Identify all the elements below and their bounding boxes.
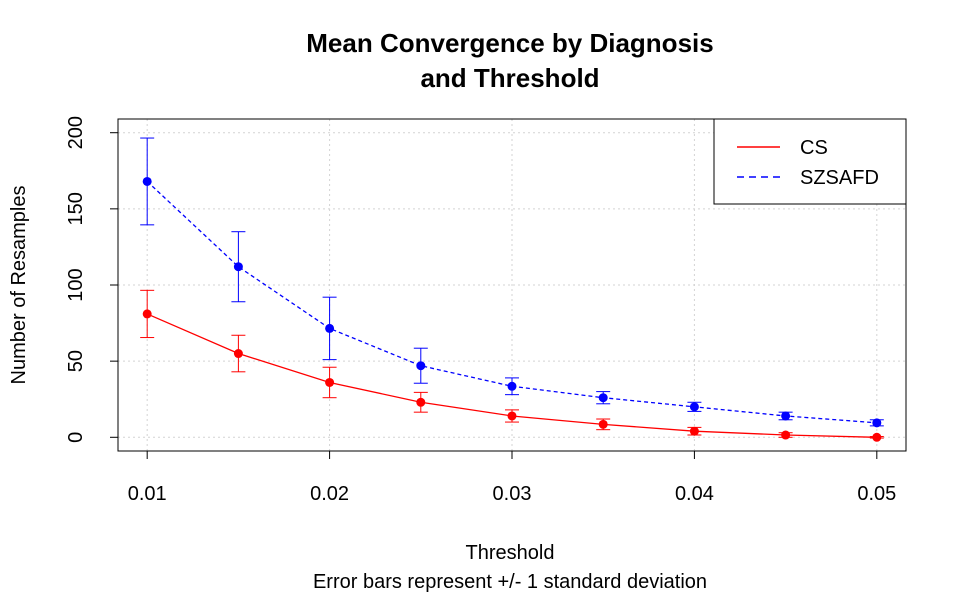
y-tick-label: 200 (65, 116, 87, 149)
series-szsafd (140, 137, 884, 428)
y-tick-label: 100 (65, 268, 87, 301)
series-layer (140, 137, 884, 442)
legend-label-szsafd: SZSAFD (800, 167, 879, 189)
x-tick-label: 0.03 (493, 483, 532, 505)
data-point-szsafd (598, 393, 608, 403)
x-tick-label: 0.01 (128, 483, 167, 505)
series-cs (140, 289, 884, 442)
y-axis: 0 50 100 150 200 (65, 116, 119, 443)
legend-label-cs: CS (800, 137, 828, 159)
data-point-szsafd (781, 411, 791, 421)
x-axis-label: Threshold (466, 542, 555, 564)
data-point-cs (325, 377, 335, 387)
data-point-szsafd (872, 418, 882, 428)
data-point-cs (781, 430, 791, 440)
data-point-cs (416, 397, 426, 407)
data-point-cs (233, 349, 243, 359)
y-axis-label: Number of Resamples (8, 186, 30, 385)
data-point-cs (142, 309, 152, 319)
y-tick-label: 0 (65, 432, 87, 443)
legend-box (713, 118, 907, 205)
data-point-szsafd (142, 176, 152, 186)
grid (118, 119, 906, 451)
data-point-szsafd (689, 402, 699, 412)
data-point-szsafd (507, 381, 517, 391)
data-point-cs (507, 411, 517, 421)
y-tick-label: 50 (65, 350, 87, 372)
x-tick-label: 0.02 (310, 483, 349, 505)
x-tick-label: 0.05 (857, 483, 896, 505)
x-axis: 0.01 0.02 0.03 0.04 0.05 (128, 450, 896, 505)
x-axis-sublabel: Error bars represent +/- 1 standard devi… (313, 571, 707, 593)
legend: CS SZSAFD (713, 118, 907, 205)
data-point-cs (598, 419, 608, 429)
data-point-szsafd (325, 323, 335, 333)
chart-title-line-2: and Threshold (420, 63, 599, 93)
data-point-szsafd (416, 361, 426, 371)
y-tick-label: 150 (65, 192, 87, 225)
x-tick-label: 0.04 (675, 483, 714, 505)
chart-title-line-1: Mean Convergence by Diagnosis (306, 28, 713, 58)
data-point-szsafd (233, 262, 243, 272)
data-point-cs (689, 426, 699, 436)
data-point-cs (872, 432, 882, 442)
